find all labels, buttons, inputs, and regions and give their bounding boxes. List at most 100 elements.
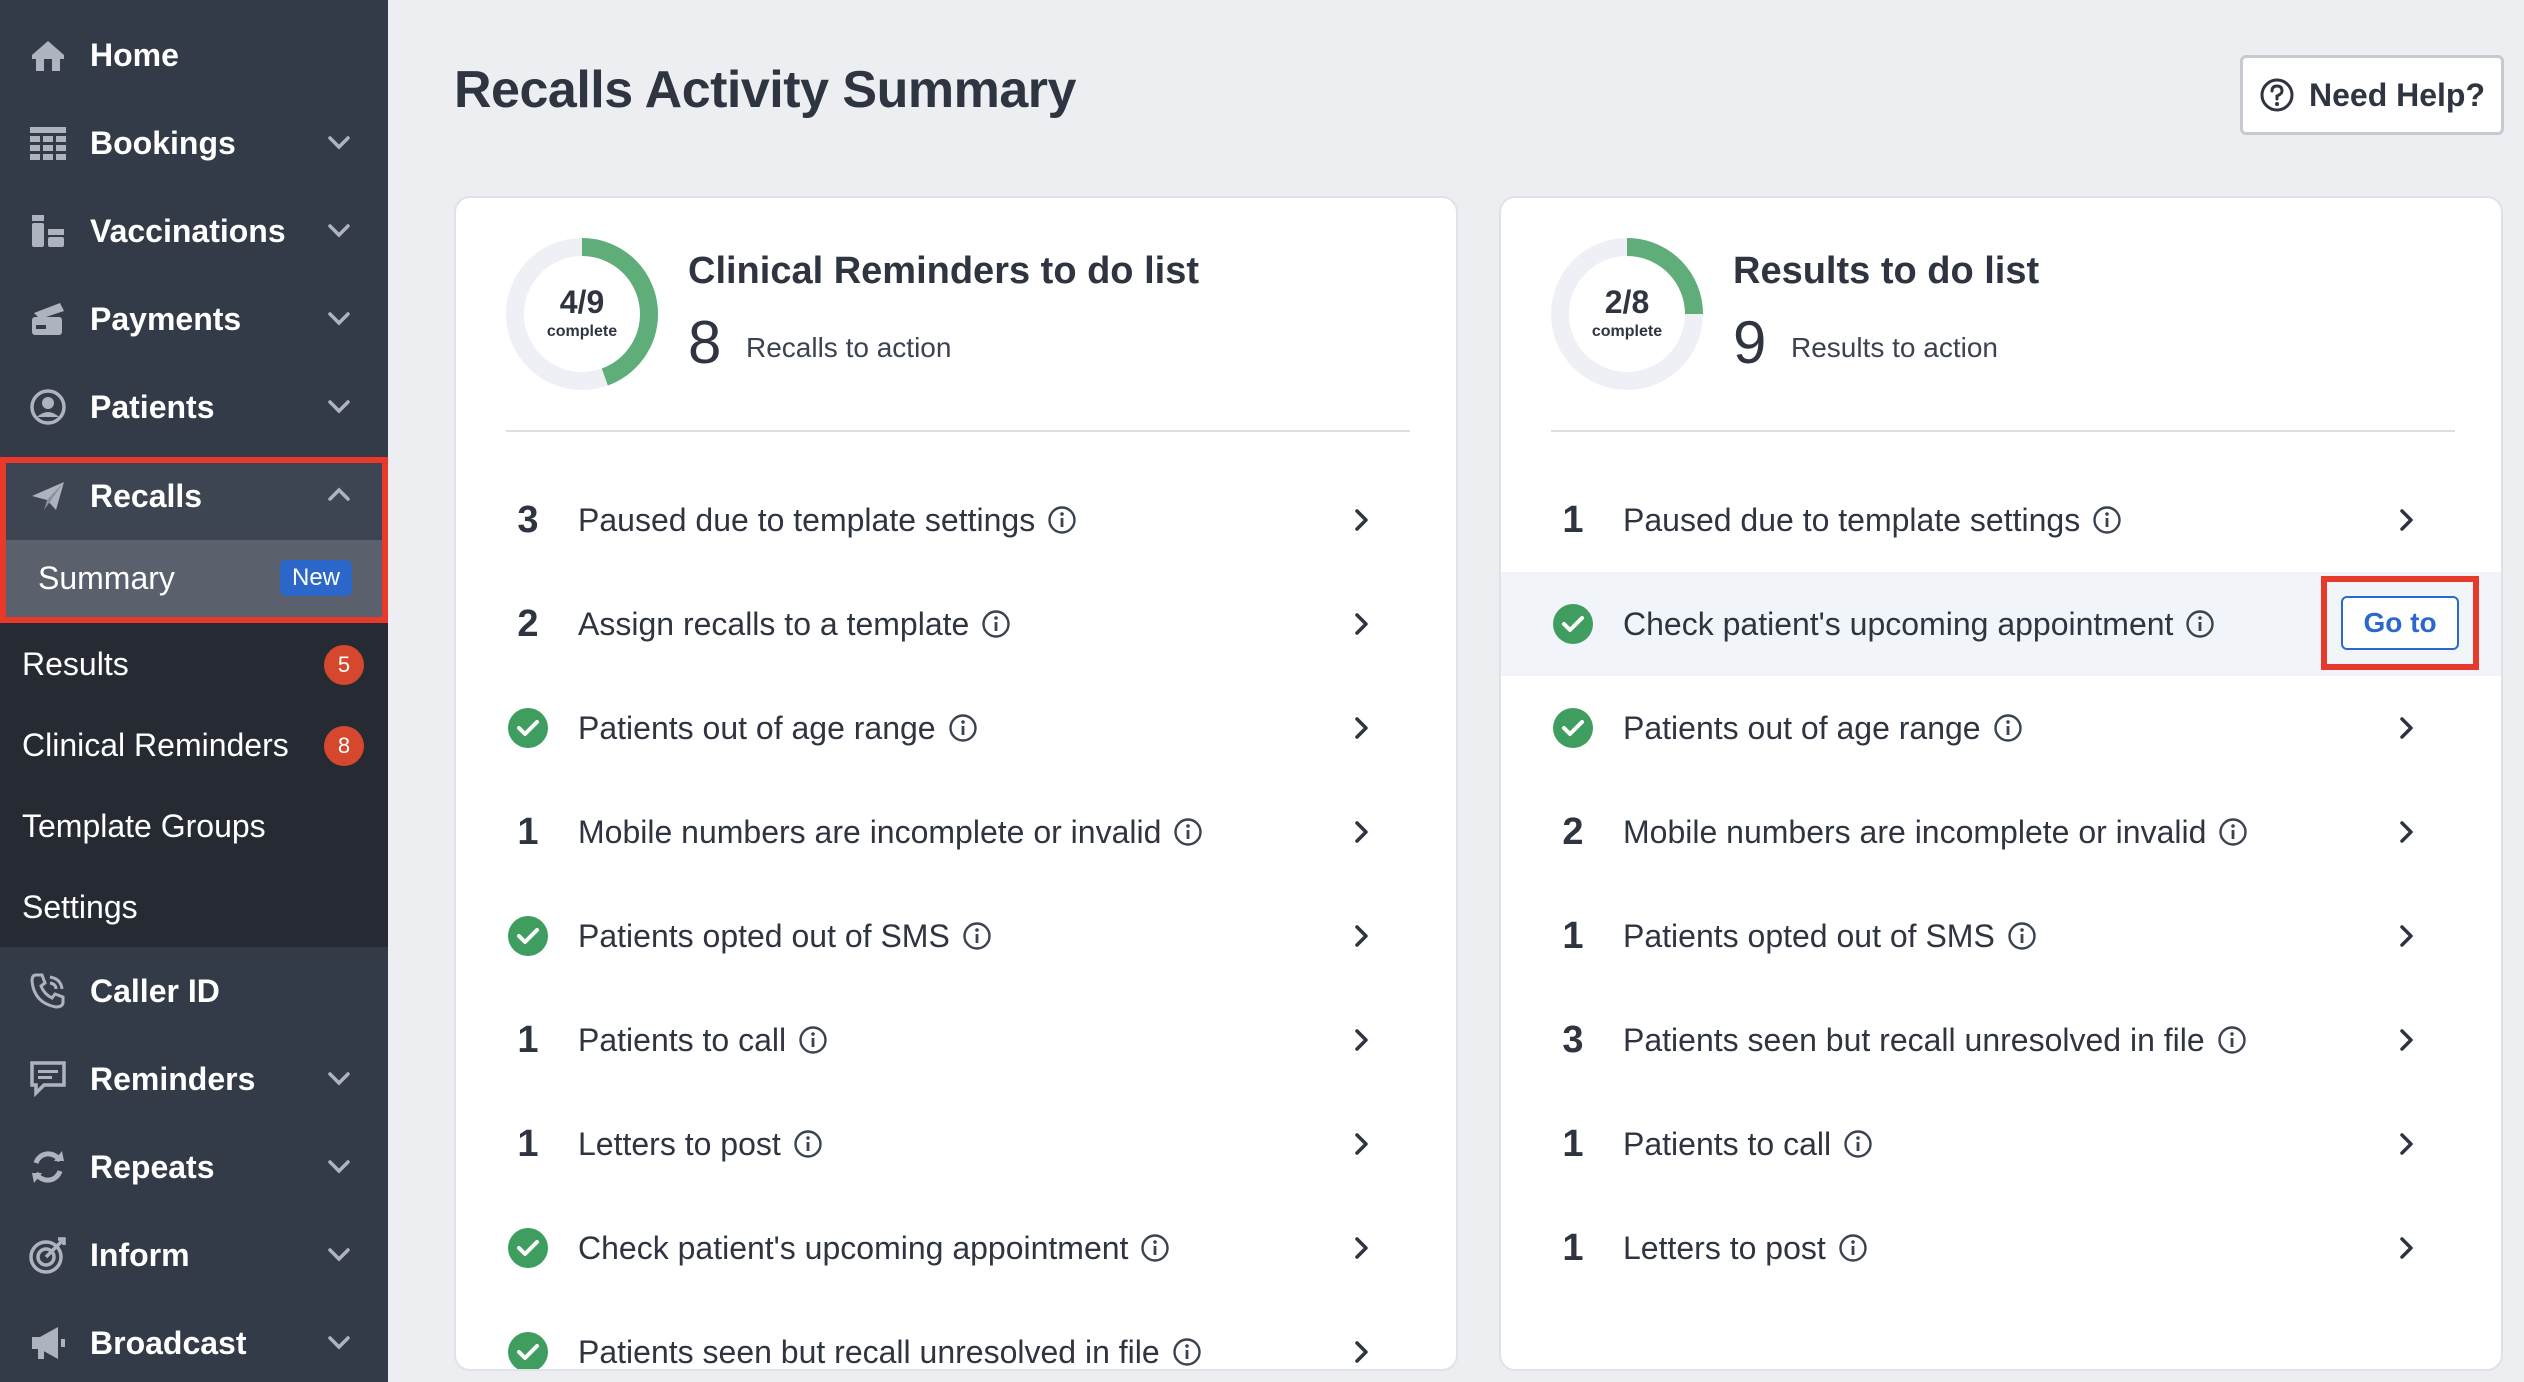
sidebar-item-bookings[interactable]: Bookings xyxy=(0,99,388,187)
chevron-right-icon[interactable] xyxy=(2391,713,2421,743)
sidebar-item-inform[interactable]: Inform xyxy=(0,1211,388,1299)
chevron-down-icon[interactable] xyxy=(324,1327,354,1357)
chevron-right-icon[interactable] xyxy=(2391,505,2421,535)
chevron-right-icon[interactable] xyxy=(1346,921,1376,951)
sidebar-item-repeats[interactable]: Repeats xyxy=(0,1123,388,1211)
info-icon[interactable] xyxy=(1173,817,1203,847)
info-icon[interactable] xyxy=(1843,1129,1873,1159)
vaccine-icon xyxy=(26,209,70,253)
need-help-label: Need Help? xyxy=(2308,76,2486,113)
info-icon[interactable] xyxy=(981,609,1011,639)
chevron-right-icon[interactable] xyxy=(1346,1129,1376,1159)
chevron-right-icon[interactable] xyxy=(1346,1337,1376,1367)
sidebar-item-broadcast[interactable]: Broadcast xyxy=(0,1299,388,1382)
sidebar-item-payments[interactable]: Payments xyxy=(0,275,388,363)
row-label: Patients opted out of SMS xyxy=(1623,917,1995,954)
todo-row[interactable]: Patients out of age range xyxy=(456,676,1456,780)
sidebar-subitem-template-groups[interactable]: Template Groups xyxy=(0,785,388,867)
info-icon[interactable] xyxy=(1047,505,1077,535)
todo-row[interactable]: 2 Mobile numbers are incomplete or invali… xyxy=(1501,780,2501,884)
chevron-right-icon[interactable] xyxy=(1346,817,1376,847)
paper-plane-icon xyxy=(26,474,70,518)
chevron-right-icon[interactable] xyxy=(2391,1129,2421,1159)
todo-row[interactable]: 1 Patients to call xyxy=(456,988,1456,1092)
progress-fraction: 4/9 xyxy=(559,284,605,320)
todo-row[interactable]: 3 Patients seen but recall unresolved in … xyxy=(1501,988,2501,1092)
todo-row[interactable]: Check patient's upcoming appointment xyxy=(456,1196,1456,1300)
calendar-grid-icon xyxy=(26,121,70,165)
todo-row[interactable]: Patients out of age range xyxy=(1501,676,2501,780)
sidebar-item-label: Payments xyxy=(90,300,242,337)
chevron-down-icon[interactable] xyxy=(324,1151,354,1181)
info-icon[interactable] xyxy=(2007,921,2037,951)
info-icon[interactable] xyxy=(793,1129,823,1159)
sidebar-item-recalls[interactable]: Recalls xyxy=(0,452,388,540)
chevron-down-icon[interactable] xyxy=(324,1063,354,1093)
sidebar-subitem-settings[interactable]: Settings xyxy=(0,866,388,948)
info-icon[interactable] xyxy=(962,921,992,951)
chevron-right-icon[interactable] xyxy=(1346,609,1376,639)
row-label-group: Patients to call xyxy=(1623,1126,1873,1163)
sidebar-subitem-clinical-reminders[interactable]: Clinical Reminders 8 xyxy=(0,704,388,786)
todo-row[interactable]: 3 Paused due to template settings xyxy=(456,468,1456,572)
chevron-right-icon[interactable] xyxy=(2391,1233,2421,1263)
sidebar-item-patients[interactable]: Patients xyxy=(0,363,388,451)
user-circle-icon xyxy=(26,385,70,429)
results-card: 2/8 complete Results to do list 9 Result… xyxy=(1499,196,2503,1371)
info-icon[interactable] xyxy=(2092,505,2122,535)
check-circle-icon-graphic xyxy=(1553,604,1593,644)
row-label-group: Patients out of age range xyxy=(578,710,978,747)
sidebar-item-caller-id[interactable]: Caller ID xyxy=(0,947,388,1035)
goto-highlight: Go to xyxy=(2321,576,2479,670)
chevron-right-icon[interactable] xyxy=(2391,921,2421,951)
chevron-right-icon[interactable] xyxy=(1346,1233,1376,1263)
row-label: Patients seen but recall unresolved in f… xyxy=(1623,1021,2205,1058)
progress-ring xyxy=(1551,238,1703,390)
todo-row[interactable]: Patients opted out of SMS xyxy=(456,884,1456,988)
chevron-down-icon[interactable] xyxy=(324,391,354,421)
info-icon[interactable] xyxy=(1838,1233,1868,1263)
todo-row[interactable]: Patients seen but recall unresolved in f… xyxy=(456,1300,1456,1369)
sidebar-item-home[interactable]: Home xyxy=(0,11,388,99)
info-icon[interactable] xyxy=(948,713,978,743)
sidebar-item-label: Bookings xyxy=(90,124,236,161)
todo-row[interactable]: 1 Letters to post xyxy=(456,1092,1456,1196)
progress-ring xyxy=(506,238,658,390)
info-icon[interactable] xyxy=(2218,817,2248,847)
todo-row[interactable]: 1 Patients to call xyxy=(1501,1092,2501,1196)
info-icon[interactable] xyxy=(1172,1337,1202,1367)
sidebar-item-vaccinations[interactable]: Vaccinations xyxy=(0,187,388,275)
chevron-right-icon[interactable] xyxy=(1346,1025,1376,1055)
sidebar-item-reminders[interactable]: Reminders xyxy=(0,1035,388,1123)
chevron-down-icon[interactable] xyxy=(324,1239,354,1269)
recalls-submenu: Results 5 Clinical Reminders 8 Template … xyxy=(0,623,388,947)
info-icon[interactable] xyxy=(2217,1025,2247,1055)
todo-row[interactable]: 1 Patients opted out of SMS xyxy=(1501,884,2501,988)
chevron-up-icon[interactable] xyxy=(324,480,354,510)
need-help-button[interactable]: Need Help? xyxy=(2240,55,2504,135)
check-circle-icon-graphic xyxy=(508,708,548,748)
chevron-right-icon[interactable] xyxy=(2391,817,2421,847)
chevron-right-icon[interactable] xyxy=(2391,1025,2421,1055)
go-to-button[interactable]: Go to xyxy=(2341,596,2459,650)
row-label: Patients out of age range xyxy=(578,709,936,746)
todo-row[interactable]: Check patient's upcoming appointment Go t… xyxy=(1501,572,2501,676)
info-icon[interactable] xyxy=(1140,1233,1170,1263)
todo-row[interactable]: 1 Paused due to template settings xyxy=(1501,468,2501,572)
chevron-right-icon[interactable] xyxy=(1346,505,1376,535)
sidebar-item-label: Repeats xyxy=(90,1148,215,1185)
chevron-down-icon[interactable] xyxy=(324,215,354,245)
sidebar-subitem-summary[interactable]: Summary New xyxy=(6,540,382,617)
row-label-group: Mobile numbers are incomplete or invalid xyxy=(578,814,1203,851)
todo-row[interactable]: 1 Mobile numbers are incomplete or invali… xyxy=(456,780,1456,884)
todo-row[interactable]: 2 Assign recalls to a template xyxy=(456,572,1456,676)
info-icon[interactable] xyxy=(1993,713,2023,743)
info-icon[interactable] xyxy=(798,1025,828,1055)
chevron-right-icon[interactable] xyxy=(1346,713,1376,743)
info-icon[interactable] xyxy=(2185,609,2215,639)
chevron-down-icon[interactable] xyxy=(324,303,354,333)
sidebar-subitem-label: Results xyxy=(22,645,129,682)
todo-row[interactable]: 1 Letters to post xyxy=(1501,1196,2501,1300)
sidebar-subitem-results[interactable]: Results 5 xyxy=(0,623,388,705)
chevron-down-icon[interactable] xyxy=(324,127,354,157)
